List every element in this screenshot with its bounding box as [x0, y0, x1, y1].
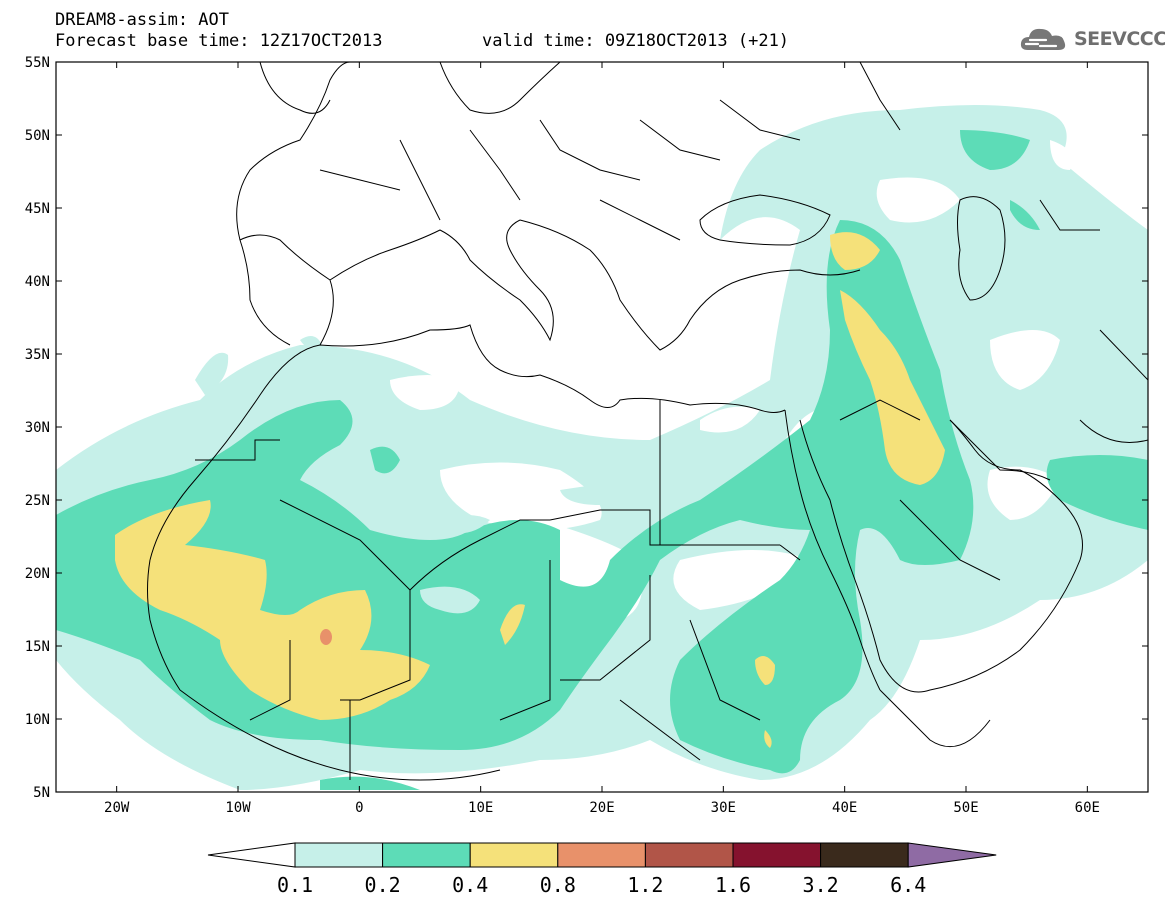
colorbar-label: 0.8: [540, 873, 576, 897]
colorbar-segment: [644, 842, 734, 868]
lon-label: 50E: [953, 800, 978, 816]
lat-label: 25N: [25, 493, 50, 509]
lon-label: 10W: [225, 800, 251, 816]
colorbar-label: 1.6: [715, 873, 751, 897]
lat-label: 5N: [33, 785, 50, 801]
lat-label: 50N: [25, 128, 50, 144]
colorbar-segment: [382, 842, 471, 868]
valid-time: valid time: 09Z18OCT2013 (+21): [482, 31, 790, 51]
latitude-axis: 55N 50N 45N 40N 35N 30N 25N 20N 15N 10N 5N: [25, 55, 1148, 801]
colorbar-label: 1.2: [627, 873, 663, 897]
aot-field: [56, 105, 1148, 790]
lon-label: 10E: [468, 800, 493, 816]
aot-contour-0.4: [115, 232, 945, 748]
colorbar-segment: [820, 842, 909, 868]
lat-label: 10N: [25, 712, 50, 728]
map-title: DREAM8-assim: AOT: [55, 10, 229, 30]
lat-label: 30N: [25, 420, 50, 436]
cloud-icon: [1020, 28, 1066, 50]
lat-label: 45N: [25, 201, 50, 217]
lat-label: 35N: [25, 347, 50, 363]
colorbar-label: 3.2: [803, 873, 839, 897]
lon-label: 40E: [832, 800, 857, 816]
colorbar-max-arrow: [907, 842, 997, 868]
coastlines-borders: [147, 62, 1148, 781]
colorbar-label: 0.2: [365, 873, 401, 897]
colorbar-segment: [294, 842, 384, 868]
forecast-base-time: Forecast base time: 12Z17OCT2013: [55, 31, 383, 51]
logo-text: SEEVCCC: [1074, 28, 1165, 50]
aot-contour-0.8: [320, 629, 332, 645]
lat-label: 20N: [25, 566, 50, 582]
lon-label: 0: [355, 800, 363, 816]
lat-label: 55N: [25, 55, 50, 71]
seevccc-logo: SEEVCCC: [1018, 24, 1165, 54]
colorbar-label: 0.1: [277, 873, 313, 897]
aot-contour-0.1-islands: [420, 480, 920, 630]
lon-label: 30E: [711, 800, 736, 816]
colorbar-segment: [557, 842, 646, 868]
colorbar-segment: [469, 842, 559, 868]
colorbar-label: 0.4: [452, 873, 488, 897]
longitude-axis: 20W 10W 0 10E 20E 30E 40E 50E 60E: [104, 62, 1100, 816]
colorbar-label: 6.4: [890, 873, 926, 897]
colorbar-min-arrow: [207, 842, 296, 868]
lat-label: 15N: [25, 639, 50, 655]
colorbar: 0.1 0.2 0.4 0.8 1.2 1.6 3.2 6.4: [207, 842, 997, 897]
lon-label: 20E: [589, 800, 614, 816]
lon-label: 60E: [1075, 800, 1100, 816]
lat-label: 40N: [25, 274, 50, 290]
colorbar-segment: [732, 842, 822, 868]
lon-label: 20W: [104, 800, 130, 816]
